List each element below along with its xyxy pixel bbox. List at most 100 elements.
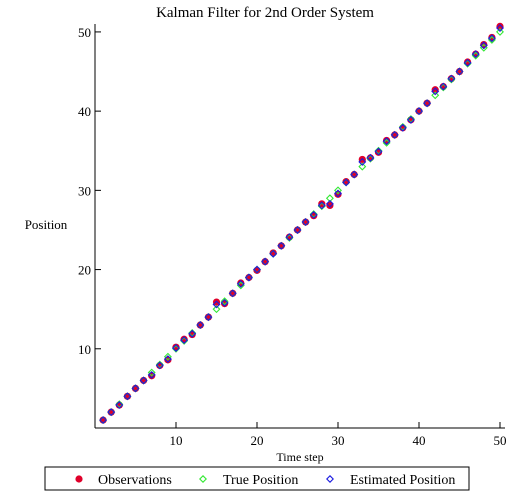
chart-title: Kalman Filter for 2nd Order System bbox=[156, 5, 374, 21]
data-point bbox=[366, 153, 375, 162]
data-points bbox=[99, 22, 504, 425]
data-point bbox=[204, 313, 213, 322]
data-point bbox=[309, 210, 318, 219]
data-point bbox=[317, 201, 326, 210]
x-tick-label: 20 bbox=[251, 433, 264, 448]
data-point bbox=[115, 400, 124, 409]
legend-marker bbox=[199, 475, 207, 483]
data-point bbox=[487, 34, 496, 43]
data-point bbox=[447, 75, 456, 84]
data-point bbox=[374, 147, 383, 156]
data-point bbox=[415, 107, 423, 116]
legend-marker bbox=[326, 475, 334, 483]
data-point bbox=[382, 137, 391, 146]
data-point bbox=[163, 352, 172, 361]
data-point bbox=[366, 154, 375, 163]
y-tick-label: 30 bbox=[78, 183, 91, 198]
data-point bbox=[479, 41, 488, 50]
data-point bbox=[496, 23, 504, 32]
data-point bbox=[269, 249, 278, 258]
data-point bbox=[342, 178, 351, 187]
legend-label: Observations bbox=[98, 473, 172, 488]
data-point bbox=[147, 370, 156, 379]
data-point bbox=[244, 273, 253, 282]
data-point bbox=[131, 384, 140, 393]
data-point bbox=[180, 336, 189, 345]
data-point bbox=[107, 408, 116, 417]
data-point bbox=[471, 50, 480, 59]
data-point bbox=[99, 416, 108, 425]
y-tick-label: 40 bbox=[78, 104, 91, 119]
data-point bbox=[374, 146, 383, 155]
data-point bbox=[439, 83, 448, 92]
data-point bbox=[431, 87, 440, 96]
data-point bbox=[447, 74, 456, 83]
data-point bbox=[139, 376, 148, 385]
x-tick-label: 40 bbox=[413, 433, 426, 448]
data-point bbox=[431, 91, 440, 100]
data-point bbox=[439, 82, 448, 91]
data-point bbox=[325, 194, 334, 203]
data-point bbox=[496, 22, 504, 30]
data-point bbox=[293, 225, 302, 234]
data-point bbox=[123, 392, 132, 401]
data-point bbox=[172, 344, 180, 352]
data-point bbox=[228, 289, 237, 298]
data-point bbox=[188, 329, 197, 338]
series-estimated-position bbox=[99, 23, 504, 425]
data-point bbox=[147, 368, 156, 377]
series-observations bbox=[99, 22, 504, 424]
data-point bbox=[212, 305, 221, 314]
data-point bbox=[318, 200, 326, 208]
data-point bbox=[390, 130, 399, 139]
data-point bbox=[172, 344, 180, 353]
data-point bbox=[317, 202, 326, 211]
data-point bbox=[285, 233, 294, 242]
data-point bbox=[496, 27, 504, 36]
data-point bbox=[212, 298, 221, 306]
legend-label: True Position bbox=[223, 473, 298, 488]
data-point bbox=[398, 123, 407, 132]
y-tick-label: 10 bbox=[78, 342, 91, 357]
x-tick-label: 10 bbox=[170, 433, 183, 448]
axis-ticks: 10 20 30 40 50 10 20 30 40 50 bbox=[78, 25, 507, 448]
data-point bbox=[285, 233, 294, 242]
data-point bbox=[220, 298, 229, 307]
data-point bbox=[326, 201, 334, 210]
data-point bbox=[196, 321, 205, 329]
legend-label: Estimated Position bbox=[350, 473, 455, 488]
y-axis-label: Position bbox=[25, 217, 68, 232]
data-point bbox=[358, 162, 367, 171]
data-point bbox=[406, 115, 415, 124]
data-point bbox=[334, 186, 342, 195]
data-point bbox=[334, 189, 342, 198]
data-point bbox=[236, 279, 245, 288]
data-point bbox=[301, 218, 310, 227]
data-point bbox=[398, 123, 407, 131]
data-point bbox=[406, 115, 415, 124]
data-point bbox=[463, 58, 472, 67]
data-point bbox=[212, 300, 221, 309]
legend-marker bbox=[75, 475, 83, 483]
data-point bbox=[253, 265, 261, 274]
data-point bbox=[431, 86, 439, 94]
data-point bbox=[261, 257, 270, 266]
data-point bbox=[155, 360, 164, 369]
data-point bbox=[325, 199, 334, 208]
x-tick-label: 50 bbox=[494, 433, 507, 448]
data-point bbox=[188, 328, 197, 337]
y-tick-label: 20 bbox=[78, 263, 91, 278]
x-tick-label: 30 bbox=[332, 433, 345, 448]
data-point bbox=[358, 157, 367, 166]
x-axis-label: Time step bbox=[276, 450, 323, 464]
data-point bbox=[423, 99, 432, 108]
data-point bbox=[455, 67, 464, 76]
data-point bbox=[309, 210, 318, 219]
data-point bbox=[115, 401, 124, 410]
data-point bbox=[358, 155, 366, 164]
data-point bbox=[277, 241, 286, 250]
data-point bbox=[463, 59, 472, 68]
data-point bbox=[180, 336, 189, 345]
y-tick-label: 50 bbox=[78, 25, 91, 40]
